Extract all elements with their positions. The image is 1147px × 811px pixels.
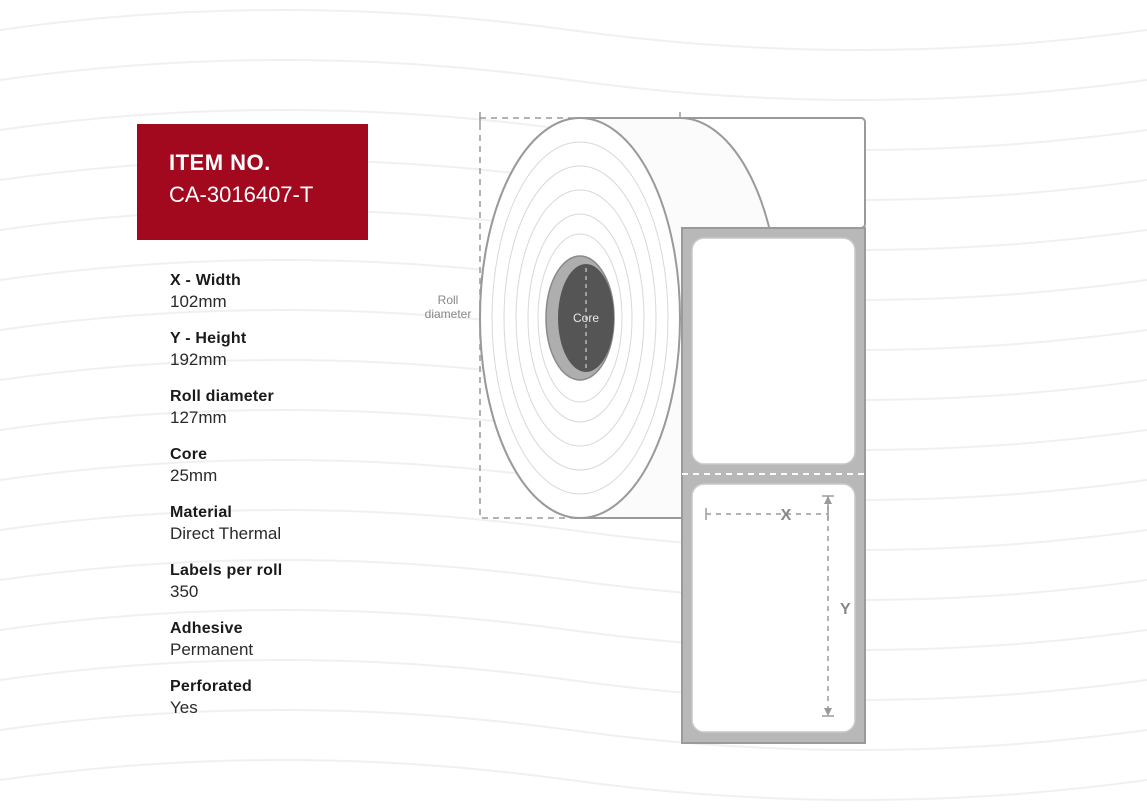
spec-label: X - Width <box>170 272 410 290</box>
spec-row: Y - Height 192mm <box>170 330 410 370</box>
item-number-value: CA-3016407-T <box>169 182 336 208</box>
spec-label: Material <box>170 504 410 522</box>
spec-value: Yes <box>170 698 410 718</box>
spec-row: Adhesive Permanent <box>170 620 410 660</box>
label-roll-diagram: Roll diameter Core <box>410 104 930 754</box>
y-dimension-label: Y <box>840 601 851 618</box>
spec-value: Permanent <box>170 640 410 660</box>
spec-value: 350 <box>170 582 410 602</box>
spec-list: X - Width 102mm Y - Height 192mm Roll diamet… <box>170 272 410 736</box>
spec-row: Core 25mm <box>170 446 410 486</box>
spec-label: Adhesive <box>170 620 410 638</box>
label-strip: X Y <box>682 228 865 743</box>
spec-value: 102mm <box>170 292 410 312</box>
x-dimension-label: X <box>781 507 792 524</box>
roll-diameter-label-2: diameter <box>425 307 472 321</box>
spec-row: Material Direct Thermal <box>170 504 410 544</box>
spec-label: Perforated <box>170 678 410 696</box>
item-number-box: ITEM NO. CA-3016407-T <box>137 124 368 240</box>
spec-value: Direct Thermal <box>170 524 410 544</box>
spec-value: 127mm <box>170 408 410 428</box>
spec-label: Core <box>170 446 410 464</box>
item-number-header: ITEM NO. <box>169 150 336 176</box>
roll-diameter-label: Roll <box>438 293 459 307</box>
spec-row: Perforated Yes <box>170 678 410 718</box>
spec-label: Y - Height <box>170 330 410 348</box>
spec-label: Roll diameter <box>170 388 410 406</box>
spec-row: Roll diameter 127mm <box>170 388 410 428</box>
spec-value: 25mm <box>170 466 410 486</box>
spec-row: Labels per roll 350 <box>170 562 410 602</box>
spec-row: X - Width 102mm <box>170 272 410 312</box>
spec-value: 192mm <box>170 350 410 370</box>
spec-label: Labels per roll <box>170 562 410 580</box>
